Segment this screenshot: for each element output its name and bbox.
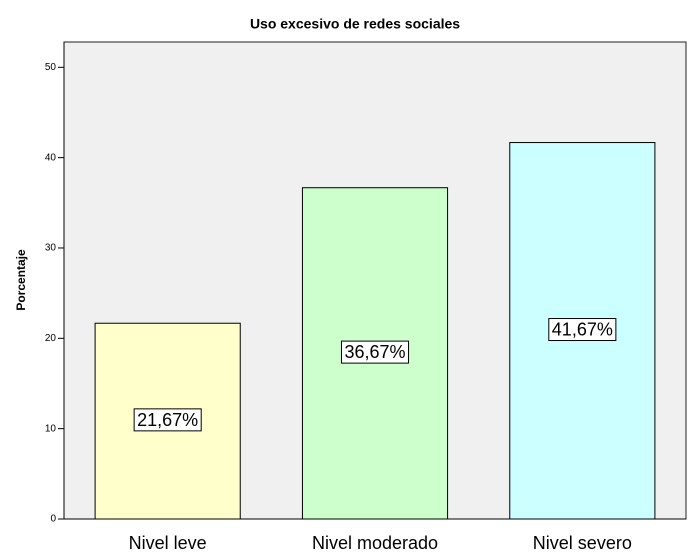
x-tick-label: Nivel leve [129,533,207,553]
y-tick-label: 50 [45,62,57,73]
chart-title: Uso excesivo de redes sociales [250,16,460,32]
value-label: 36,67% [344,342,405,362]
value-label: 21,67% [137,410,198,430]
y-tick-label: 30 [45,243,57,254]
value-label-box [340,340,410,364]
value-label: 41,67% [552,320,613,340]
y-axis-label: Porcentaje [14,249,28,311]
y-tick-label: 40 [45,152,57,163]
y-tick-label: 0 [50,514,56,525]
x-tick-label: Nivel moderado [312,533,438,553]
x-tick-label: Nivel severo [533,533,632,553]
y-tick-label: 10 [45,423,57,434]
value-label-box [133,408,202,432]
y-tick-label: 20 [45,333,57,344]
value-label-box [548,318,617,342]
